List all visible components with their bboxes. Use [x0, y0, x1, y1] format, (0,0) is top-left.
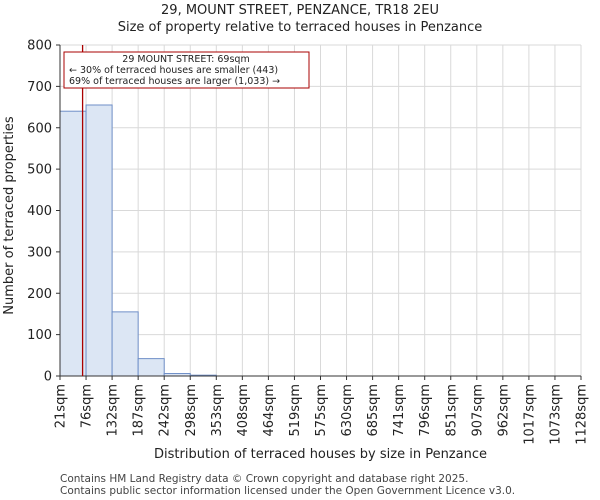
y-tick-label: 500 — [27, 163, 52, 178]
x-tick-label: 685sqm — [366, 384, 381, 437]
footer-licence: Contains public sector information licen… — [60, 485, 516, 497]
x-tick-label: 851sqm — [444, 384, 459, 437]
annotation-larger: 69% of terraced houses are larger (1,033… — [69, 76, 280, 87]
y-tick-label: 800 — [27, 39, 52, 54]
y-tick-label: 200 — [27, 287, 52, 302]
y-tick-label: 300 — [27, 245, 52, 260]
x-tick-label: 1073sqm — [548, 384, 563, 445]
y-tick-label: 0 — [44, 370, 52, 385]
x-tick-label: 1128sqm — [575, 384, 590, 445]
annotation-smaller: ← 30% of terraced houses are smaller (44… — [69, 65, 278, 76]
histogram-bar — [85, 104, 113, 377]
x-tick-label: 741sqm — [392, 384, 407, 437]
chart-title: 29, MOUNT STREET, PENZANCE, TR18 2EU — [161, 3, 439, 18]
x-tick-label: 353sqm — [210, 384, 225, 437]
x-tick-label: 630sqm — [340, 384, 355, 437]
annotation-title: 29 MOUNT STREET: 69sqm — [122, 54, 249, 65]
x-tick-label: 298sqm — [184, 384, 199, 437]
y-axis-label: Number of terraced properties — [2, 116, 17, 315]
x-tick-label: 187sqm — [132, 384, 147, 437]
histogram-chart: 0 100 200 300 400 500 600 700 800 21sqm 76sqm 132sq… — [2, 39, 590, 463]
x-tick-label: 242sqm — [158, 384, 173, 437]
x-tick-label: 907sqm — [470, 384, 485, 437]
y-tick-label: 600 — [27, 121, 52, 136]
x-tick-label: 519sqm — [288, 384, 303, 437]
x-tick-label: 464sqm — [262, 384, 277, 437]
x-tick-label: 76sqm — [80, 384, 95, 428]
footer-copyright: Contains HM Land Registry data © Crown c… — [60, 473, 469, 485]
x-axis-label: Distribution of terraced houses by size … — [154, 447, 487, 462]
x-tick-label: 1017sqm — [522, 384, 537, 445]
annotation-box — [63, 51, 310, 89]
y-tick-label: 400 — [27, 204, 52, 219]
chart-subtitle: Size of property relative to terraced ho… — [117, 20, 483, 35]
histogram-bar — [137, 358, 165, 377]
x-tick-label: 408sqm — [236, 384, 251, 437]
x-tick-label: 962sqm — [496, 384, 511, 437]
x-tick-label: 21sqm — [54, 384, 69, 428]
x-tick-label: 796sqm — [418, 384, 433, 437]
x-tick-label: 575sqm — [314, 384, 329, 437]
y-tick-label: 700 — [27, 80, 52, 95]
histogram-bar — [111, 311, 139, 377]
y-tick-label: 100 — [27, 328, 52, 343]
x-tick-label: 132sqm — [106, 384, 121, 437]
